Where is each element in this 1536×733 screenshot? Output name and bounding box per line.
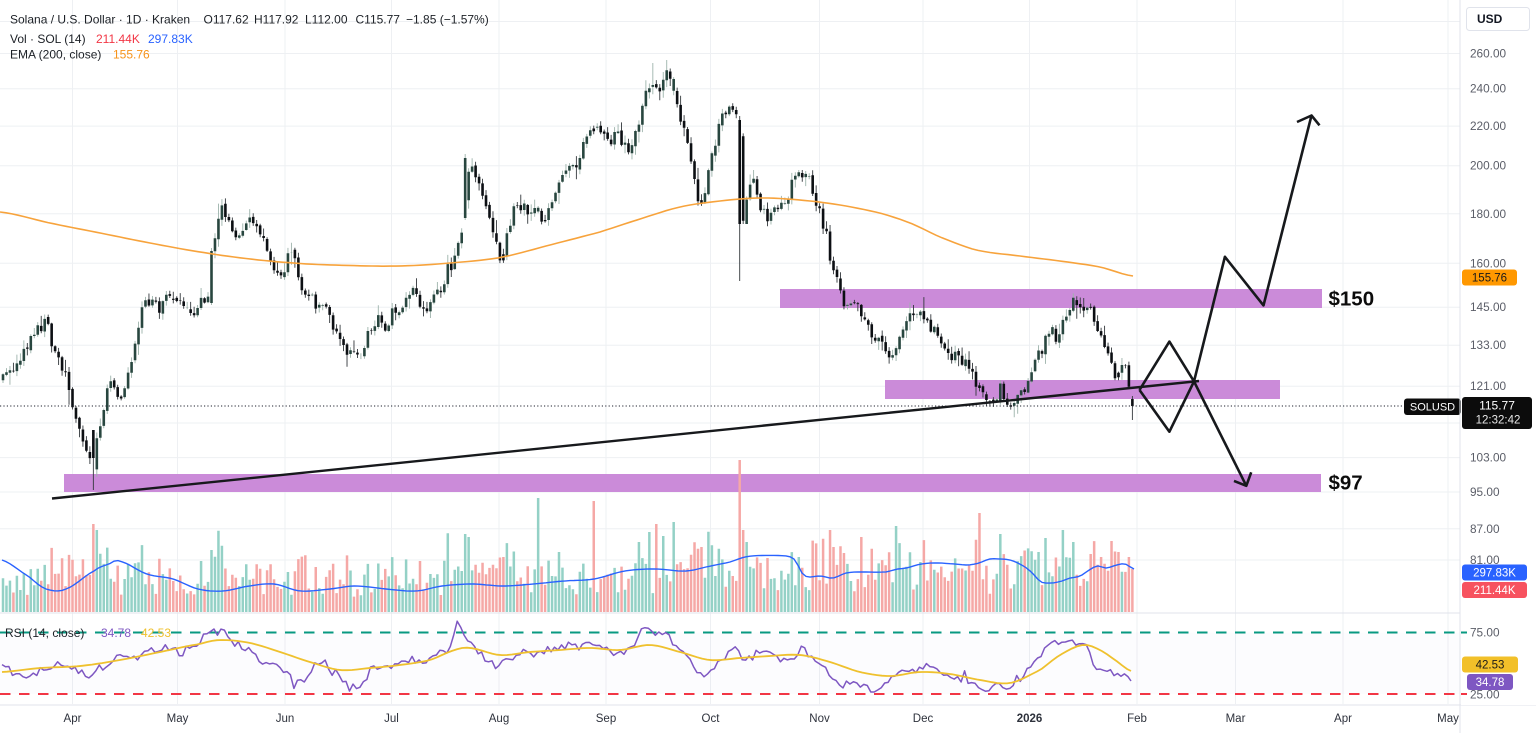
- svg-text:200.00: 200.00: [1470, 159, 1507, 173]
- svg-text:2026: 2026: [1017, 713, 1043, 725]
- svg-text:EMA (200, close): EMA (200, close): [10, 48, 101, 62]
- svg-text:115.77: 115.77: [1479, 399, 1515, 413]
- svg-text:$150: $150: [1329, 288, 1375, 311]
- svg-text:RSI (14, close): RSI (14, close): [5, 626, 84, 640]
- svg-text:34.78: 34.78: [101, 626, 131, 640]
- svg-text:Apr: Apr: [1334, 713, 1352, 725]
- svg-text:25.00: 25.00: [1470, 688, 1500, 702]
- svg-text:12:32:42: 12:32:42: [1476, 415, 1521, 427]
- svg-text:SOLUSD: SOLUSD: [1410, 402, 1455, 414]
- svg-text:145.00: 145.00: [1470, 300, 1507, 314]
- svg-text:42.53: 42.53: [141, 626, 171, 640]
- svg-text:Aug: Aug: [489, 713, 509, 725]
- svg-text:Jul: Jul: [384, 713, 399, 725]
- svg-text:$97: $97: [1329, 472, 1363, 495]
- svg-text:211.44K: 211.44K: [96, 32, 140, 46]
- svg-text:H117.92: H117.92: [254, 13, 299, 27]
- svg-text:155.76: 155.76: [113, 48, 150, 62]
- svg-text:81.00: 81.00: [1470, 553, 1500, 567]
- svg-text:160.00: 160.00: [1470, 256, 1507, 270]
- svg-text:240.00: 240.00: [1470, 82, 1507, 96]
- svg-text:L112.00: L112.00: [305, 13, 348, 27]
- svg-text:95.00: 95.00: [1470, 485, 1500, 499]
- svg-text:34.78: 34.78: [1476, 677, 1505, 689]
- svg-text:Solana / U.S. Dollar · 1D · Kr: Solana / U.S. Dollar · 1D · Kraken: [10, 13, 190, 27]
- svg-text:Sep: Sep: [596, 713, 616, 725]
- svg-text:May: May: [1437, 713, 1459, 725]
- svg-text:O117.62: O117.62: [204, 13, 249, 27]
- svg-text:May: May: [167, 713, 189, 725]
- svg-text:260.00: 260.00: [1470, 47, 1507, 61]
- svg-text:297.83K: 297.83K: [148, 32, 193, 46]
- svg-text:C115.77: C115.77: [356, 13, 401, 27]
- svg-text:Nov: Nov: [809, 713, 830, 725]
- svg-text:Dec: Dec: [913, 713, 934, 725]
- svg-text:Apr: Apr: [64, 713, 82, 725]
- svg-text:USD: USD: [1477, 12, 1503, 26]
- svg-text:211.44K: 211.44K: [1474, 585, 1516, 597]
- svg-text:180.00: 180.00: [1470, 207, 1507, 221]
- svg-text:−1.85 (−1.57%): −1.85 (−1.57%): [406, 13, 489, 27]
- svg-text:220.00: 220.00: [1470, 119, 1507, 133]
- svg-text:Oct: Oct: [702, 713, 721, 725]
- svg-text:103.00: 103.00: [1470, 451, 1507, 465]
- svg-text:42.53: 42.53: [1476, 660, 1505, 672]
- svg-text:121.00: 121.00: [1470, 379, 1507, 393]
- svg-text:Jun: Jun: [276, 713, 295, 725]
- svg-text:Vol · SOL (14): Vol · SOL (14): [10, 32, 86, 46]
- svg-text:Mar: Mar: [1226, 713, 1246, 725]
- svg-text:133.00: 133.00: [1470, 338, 1507, 352]
- svg-text:Feb: Feb: [1127, 713, 1147, 725]
- svg-text:75.00: 75.00: [1470, 626, 1500, 640]
- svg-text:297.83K: 297.83K: [1473, 568, 1516, 580]
- svg-text:155.76: 155.76: [1472, 273, 1507, 285]
- svg-text:87.00: 87.00: [1470, 522, 1500, 536]
